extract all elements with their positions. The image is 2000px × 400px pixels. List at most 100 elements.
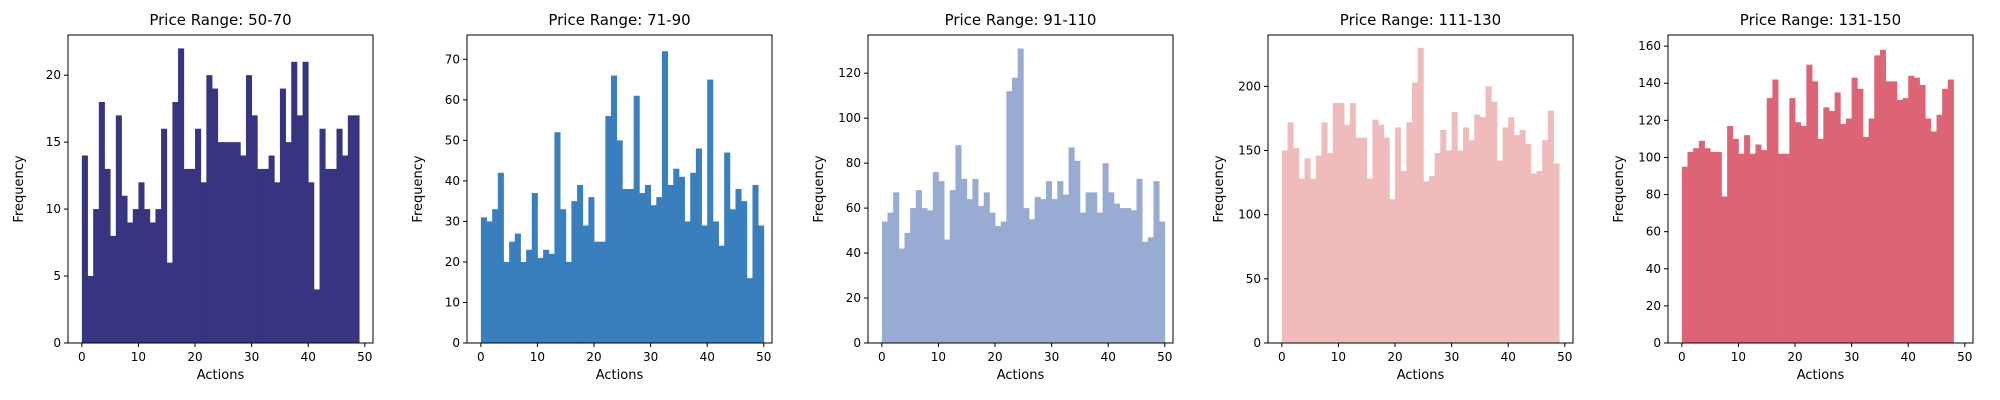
axes-frame xyxy=(1667,34,1974,344)
bar xyxy=(678,176,685,343)
bar xyxy=(509,241,516,343)
y-tick-label: 30 xyxy=(445,214,460,228)
y-axis-label: Frequency xyxy=(1212,155,1227,222)
bar xyxy=(961,178,968,343)
bar xyxy=(87,276,94,343)
bar xyxy=(1547,110,1554,343)
bar xyxy=(104,168,111,343)
bar xyxy=(1327,153,1334,343)
x-tick-label: 40 xyxy=(301,350,316,364)
bar xyxy=(752,184,759,343)
bar xyxy=(978,205,985,343)
bar xyxy=(1462,127,1469,344)
bar xyxy=(1681,166,1688,343)
bar xyxy=(1125,208,1132,343)
y-tick-label: 120 xyxy=(838,66,861,80)
bar xyxy=(622,189,629,343)
bar xyxy=(1491,101,1498,343)
chart-title: Price Range: 71-90 xyxy=(548,11,690,29)
bar xyxy=(1553,163,1560,343)
bar xyxy=(1017,48,1024,344)
x-axis-label: Actions xyxy=(197,368,245,383)
y-tick-label: 120 xyxy=(1638,113,1661,127)
x-tick-label: 30 xyxy=(244,350,259,364)
bar xyxy=(1851,77,1858,344)
x-tick-label: 30 xyxy=(1444,350,1459,364)
bar xyxy=(1113,203,1120,343)
y-axis-label: Frequency xyxy=(1612,155,1627,222)
y-tick-label: 15 xyxy=(46,135,61,149)
bar xyxy=(1862,137,1869,343)
bar xyxy=(1479,117,1486,343)
y-tick-label: 40 xyxy=(846,246,861,260)
y-tick-label: 0 xyxy=(53,336,61,350)
x-tick-label: 20 xyxy=(187,350,202,364)
bar xyxy=(893,192,900,343)
bar xyxy=(989,212,996,343)
bar xyxy=(503,261,510,343)
bar xyxy=(633,95,640,343)
bar xyxy=(531,193,538,343)
x-tick-label: 20 xyxy=(987,350,1002,364)
bar xyxy=(1147,237,1154,343)
y-axis-label: Frequency xyxy=(411,155,426,222)
bar xyxy=(1445,150,1453,343)
bar xyxy=(353,115,360,343)
x-tick-label: 30 xyxy=(643,350,658,364)
bar xyxy=(1344,124,1351,343)
bar xyxy=(927,210,934,343)
bar xyxy=(161,128,168,343)
bar xyxy=(1074,160,1081,343)
bar xyxy=(1079,212,1086,343)
bar xyxy=(1085,192,1092,343)
bar xyxy=(983,192,990,343)
bar xyxy=(718,245,725,343)
bar xyxy=(1896,99,1903,343)
bar xyxy=(673,168,680,343)
y-tick-label: 60 xyxy=(846,201,861,215)
bar xyxy=(650,205,657,343)
bar xyxy=(554,132,561,343)
bar xyxy=(1062,194,1069,343)
bar xyxy=(1947,79,1954,343)
y-tick-label: 10 xyxy=(445,295,460,309)
bar xyxy=(1366,178,1373,343)
chart-panel: 0 10 20 30 40 50 0 20 40 60 80 100 120 140 160 Price Ra… xyxy=(1612,11,1974,383)
x-tick-label: 0 xyxy=(1678,350,1686,364)
x-tick-label: 10 xyxy=(1731,350,1746,364)
bar xyxy=(1519,129,1526,343)
bar xyxy=(644,184,652,343)
x-tick-label: 50 xyxy=(1957,350,1972,364)
bar xyxy=(234,142,241,343)
bar xyxy=(223,142,230,343)
bar xyxy=(915,190,922,343)
bar xyxy=(1732,138,1739,343)
bar xyxy=(729,209,736,343)
bar xyxy=(127,222,134,343)
y-tick-label: 60 xyxy=(1646,225,1661,239)
x-tick-label: 0 xyxy=(477,350,485,364)
bar xyxy=(1874,55,1881,343)
bar xyxy=(712,221,719,343)
bar xyxy=(1908,75,1915,343)
bar xyxy=(1710,151,1717,343)
y-tick-label: 10 xyxy=(46,202,61,216)
bar xyxy=(667,184,674,343)
bar xyxy=(955,145,962,343)
bar xyxy=(1845,118,1853,343)
bar xyxy=(149,222,156,343)
bar xyxy=(1457,150,1464,343)
bar xyxy=(1840,124,1847,343)
bar xyxy=(262,168,269,343)
bar xyxy=(486,221,493,343)
y-tick-label: 140 xyxy=(1638,76,1661,90)
bar xyxy=(611,75,618,344)
bar xyxy=(746,278,753,343)
x-tick-label: 20 xyxy=(1387,350,1402,364)
bar xyxy=(661,51,668,344)
bar xyxy=(274,182,281,343)
bar xyxy=(921,208,928,343)
bar xyxy=(1891,81,1898,343)
axes-frame xyxy=(67,34,374,344)
bar xyxy=(1383,137,1390,343)
